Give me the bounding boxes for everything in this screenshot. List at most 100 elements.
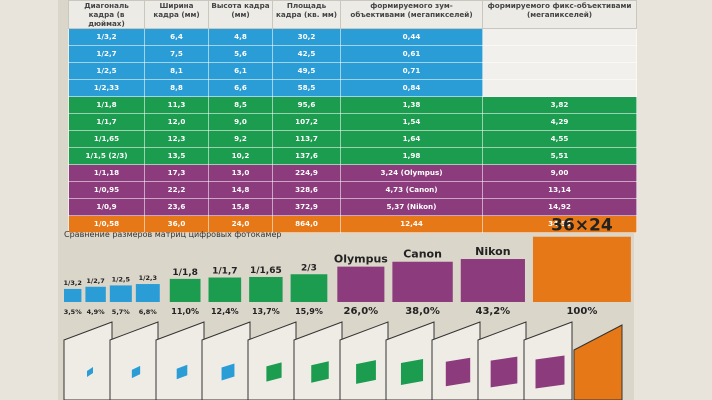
bar-0 <box>64 288 82 302</box>
table-cell: 14,8 <box>208 181 273 199</box>
table-cell: 58,5 <box>272 79 341 97</box>
header-prime-mp: формируемого фикс-объективами (мегапиксе… <box>482 0 637 29</box>
bar-label-2: 1/2,5 <box>112 275 131 283</box>
table-cell: 3,82 <box>482 96 637 114</box>
camera-frame-11 <box>573 324 623 400</box>
bar-label-1: 1/2,7 <box>86 277 104 285</box>
table-cell: 1/1,7 <box>68 113 145 131</box>
bar-label-8: Olympus <box>334 253 388 266</box>
table-row: 1/0,58 36,0 24,0 864,0 12,44 34,56 <box>68 215 637 233</box>
table-row: 1/1,18 17,3 13,0 224,9 3,24 (Olympus) 9,00 <box>68 164 637 182</box>
table-row: 1/2,7 7,5 5,6 42,5 0,61 <box>68 45 637 63</box>
table-cell: 0,84 <box>340 79 483 97</box>
table-row: 1/2,33 8,8 6,6 58,5 0,84 <box>68 79 637 97</box>
table-cell: 12,44 <box>340 215 483 233</box>
camera-frame-2 <box>155 321 205 400</box>
table-row: 1/3,2 6,4 4,8 30,2 0,44 <box>68 28 637 46</box>
percent-label-4: 11,0% <box>171 307 199 316</box>
table-cell: 5,51 <box>482 147 637 165</box>
table-cell: 13,0 <box>208 164 273 182</box>
table-cell: 8,1 <box>144 62 209 80</box>
table-row: 1/1,65 12,3 9,2 113,7 1,64 4,55 <box>68 130 637 148</box>
bar-8 <box>337 266 385 302</box>
percent-label-2: 5,7% <box>112 308 131 316</box>
table-cell <box>482 45 637 63</box>
header-width: Ширина кадра (мм) <box>144 0 209 29</box>
bar-10 <box>460 259 525 302</box>
sensor-inset-3 <box>221 363 235 381</box>
table-row: 1/0,95 22,2 14,8 328,6 4,73 (Canon) 13,14 <box>68 181 637 199</box>
header-zoom-mp: формируемого зум-объективами (мегапиксел… <box>340 0 483 29</box>
bar-label-11: 36×24 <box>551 216 613 236</box>
table-cell: 0,44 <box>340 28 483 46</box>
percent-label-6: 13,7% <box>252 307 280 316</box>
bar-3 <box>135 284 160 302</box>
bar-4 <box>169 278 201 302</box>
table-header-row: Диагональ кадра (в дюймах) Ширина кадра … <box>68 0 637 29</box>
bar-9 <box>392 261 453 302</box>
sensor-inset-8 <box>445 357 471 387</box>
table-cell <box>482 62 637 80</box>
table-cell: 95,6 <box>272 96 341 114</box>
sensor-inset-2 <box>176 364 188 380</box>
bar-label-5: 1/1,7 <box>212 267 238 277</box>
header-area: Площадь кадра (кв. мм) <box>272 0 341 29</box>
table-cell: 1/0,58 <box>68 215 145 233</box>
sensor-inset-7 <box>400 358 424 386</box>
chart-title: Сравнение размеров матриц цифровых фоток… <box>64 230 282 239</box>
bar-label-9: Canon <box>403 248 442 261</box>
table-cell: 8,5 <box>208 96 273 114</box>
table-cell: 1,98 <box>340 147 483 165</box>
table-cell: 36,0 <box>144 215 209 233</box>
percent-label-1: 4,9% <box>87 308 106 316</box>
sensor-table-container: Диагональ кадра (в дюймах) Ширина кадра … <box>68 0 637 233</box>
camera-frame-0 <box>63 321 113 400</box>
sensor-inset-0 <box>87 367 93 377</box>
percent-label-8: 26,0% <box>344 306 379 317</box>
table-cell <box>482 28 637 46</box>
table-cell: 1/1,8 <box>68 96 145 114</box>
table-cell: 6,6 <box>208 79 273 97</box>
table-cell: 34,56 <box>482 215 637 233</box>
table-cell: 5,6 <box>208 45 273 63</box>
bar-1 <box>85 286 106 302</box>
sensor-inset-9 <box>490 356 518 388</box>
table-cell: 1/0,95 <box>68 181 145 199</box>
table-cell: 5,37 (Nikon) <box>340 198 483 216</box>
percent-label-10: 43,2% <box>476 306 511 317</box>
percent-label-5: 12,4% <box>211 307 239 316</box>
bar-label-6: 1/1,65 <box>250 266 282 276</box>
percent-label-0: 3,5% <box>64 308 83 316</box>
camera-frame-5 <box>293 321 343 400</box>
bar-2 <box>109 285 132 302</box>
table-body: 1/3,2 6,4 4,8 30,2 0,44 1/2,7 7,5 5,6 42,5 0,61 1/… <box>68 28 637 233</box>
bar-5 <box>208 277 242 302</box>
sensor-inset-4 <box>266 362 282 382</box>
sensor-inset-1 <box>131 365 141 379</box>
bar-6 <box>249 276 283 302</box>
bar-label-10: Nikon <box>475 245 510 258</box>
table-cell: 0,71 <box>340 62 483 80</box>
table-cell: 4,8 <box>208 28 273 46</box>
table-cell: 24,0 <box>208 215 273 233</box>
table-cell: 1/1,65 <box>68 130 145 148</box>
sensor-inset-5 <box>311 361 329 383</box>
table-cell: 10,2 <box>208 147 273 165</box>
percent-label-11: 100% <box>566 306 597 317</box>
bar-label-7: 2/3 <box>301 263 317 273</box>
table-cell: 23,6 <box>144 198 209 216</box>
camera-frame-3 <box>201 321 251 400</box>
table-cell: 137,6 <box>272 147 341 165</box>
table-cell: 864,0 <box>272 215 341 233</box>
bar-label-0: 1/3,2 <box>63 279 81 287</box>
table-cell: 4,29 <box>482 113 637 131</box>
right-margin <box>634 0 712 400</box>
table-row: 1/1,8 11,3 8,5 95,6 1,38 3,82 <box>68 96 637 114</box>
bar-label-4: 1/1,8 <box>172 268 198 278</box>
camera-frame-7 <box>385 321 435 400</box>
table-cell: 4,55 <box>482 130 637 148</box>
camera-frames-group <box>63 321 623 400</box>
table-cell: 1,38 <box>340 96 483 114</box>
table-cell: 1,64 <box>340 130 483 148</box>
